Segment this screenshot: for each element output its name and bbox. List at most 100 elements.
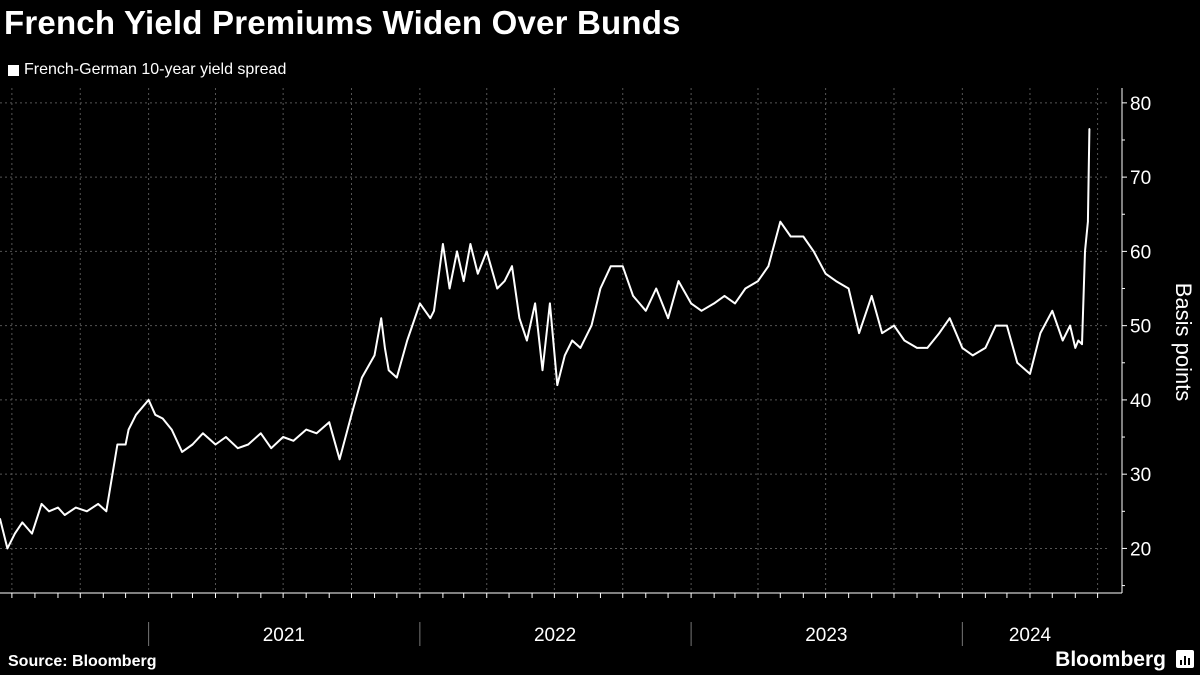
data-point <box>621 265 624 268</box>
data-point <box>373 354 376 357</box>
y-tick-label: 30 <box>1130 465 1151 486</box>
data-point <box>1006 324 1008 327</box>
data-point <box>690 302 692 305</box>
data-point <box>847 287 850 290</box>
data-point <box>396 376 398 379</box>
data-point <box>380 317 383 320</box>
data-point <box>124 443 127 446</box>
data-point <box>961 347 964 349</box>
data-point <box>433 310 435 312</box>
data-point <box>419 302 421 305</box>
data-point <box>948 317 951 320</box>
data-point <box>116 443 119 446</box>
data-point <box>571 339 573 342</box>
data-point <box>1061 339 1064 342</box>
data-point <box>57 506 59 509</box>
data-point <box>442 243 444 245</box>
legend-label: French-German 10-year yield spread <box>24 61 287 78</box>
data-point <box>1081 343 1083 346</box>
legend-swatch <box>8 64 19 76</box>
data-point <box>40 503 43 505</box>
data-point <box>893 324 895 327</box>
y-tick-label: 40 <box>1130 391 1151 412</box>
data-point <box>462 280 465 282</box>
x-tick-label: 2023 <box>805 625 847 646</box>
chart-axes <box>0 88 1127 646</box>
data-point <box>564 354 566 357</box>
data-point <box>214 443 217 446</box>
data-point <box>1087 220 1089 223</box>
data-point <box>448 287 451 290</box>
y-tick-label: 80 <box>1130 94 1151 115</box>
data-point <box>916 347 918 349</box>
brand-logo: Bloomberg <box>1055 648 1166 671</box>
data-point <box>541 369 544 372</box>
data-point <box>610 265 612 268</box>
data-point <box>338 458 341 461</box>
data-point <box>170 428 173 431</box>
x-tick-label: 2021 <box>263 625 305 646</box>
data-point <box>237 447 239 450</box>
data-point <box>938 332 941 334</box>
data-point <box>75 506 77 509</box>
data-point <box>48 510 50 513</box>
data-point <box>667 317 669 320</box>
data-point <box>282 436 284 438</box>
data-point <box>779 220 782 223</box>
data-point <box>518 317 521 320</box>
data-point <box>1029 373 1031 375</box>
chart-legend: French-German 10-year yield spread <box>8 61 286 79</box>
data-point <box>154 414 157 416</box>
data-point <box>350 414 353 416</box>
data-point <box>802 235 805 238</box>
data-point <box>202 432 204 435</box>
data-point <box>105 510 108 513</box>
data-point <box>579 347 582 349</box>
y-tick-label: 70 <box>1130 168 1151 189</box>
data-point <box>1039 332 1042 334</box>
y-axis-title: Basis points <box>1171 283 1196 402</box>
data-point <box>789 235 792 238</box>
data-point <box>225 436 227 438</box>
data-point <box>496 287 499 290</box>
bloomberg-terminal-icon <box>1176 650 1194 668</box>
page-title: French Yield Premiums Widen Over Bunds <box>4 4 681 41</box>
data-point <box>824 272 827 275</box>
data-point <box>31 532 33 535</box>
data-point <box>903 339 906 342</box>
data-point <box>14 532 16 535</box>
data-point <box>477 272 479 275</box>
data-point <box>86 510 88 513</box>
data-point <box>723 295 726 297</box>
y-tick-label: 60 <box>1130 242 1151 263</box>
data-point <box>632 295 634 297</box>
data-point <box>161 417 164 420</box>
data-point <box>700 310 703 312</box>
data-point <box>315 432 318 435</box>
data-point <box>526 339 528 342</box>
data-point <box>292 440 295 442</box>
source-note: Source: Bloomberg <box>8 653 157 670</box>
data-point <box>485 250 488 253</box>
data-point <box>599 287 602 290</box>
data-point <box>1051 310 1054 312</box>
data-point <box>6 547 9 550</box>
data-point <box>645 310 647 312</box>
data-point <box>590 324 593 327</box>
data-point <box>456 250 458 253</box>
data-point <box>260 432 262 435</box>
x-tick-label: 2022 <box>534 625 576 646</box>
data-point <box>127 428 130 431</box>
data-point <box>556 384 559 386</box>
x-tick-label: 2024 <box>1009 625 1052 646</box>
data-point <box>1077 339 1080 342</box>
data-point <box>677 280 680 282</box>
data-point <box>812 250 815 253</box>
chart-series <box>0 128 1091 550</box>
data-point <box>429 317 432 320</box>
data-point <box>984 347 987 349</box>
data-point <box>181 451 183 453</box>
data-point <box>1088 128 1091 130</box>
data-point <box>870 295 873 297</box>
